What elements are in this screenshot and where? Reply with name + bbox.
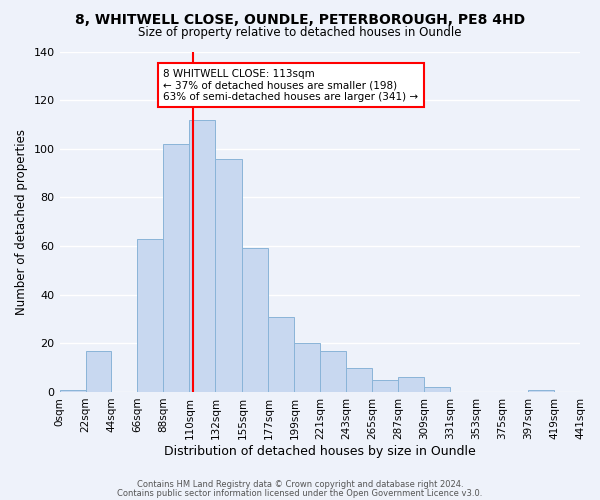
X-axis label: Distribution of detached houses by size in Oundle: Distribution of detached houses by size … — [164, 444, 476, 458]
Text: 8, WHITWELL CLOSE, OUNDLE, PETERBOROUGH, PE8 4HD: 8, WHITWELL CLOSE, OUNDLE, PETERBOROUGH,… — [75, 12, 525, 26]
Bar — [59, 390, 86, 392]
Text: 8 WHITWELL CLOSE: 113sqm
← 37% of detached houses are smaller (198)
63% of semi-: 8 WHITWELL CLOSE: 113sqm ← 37% of detach… — [163, 68, 419, 102]
Bar — [268, 316, 295, 392]
Bar — [320, 350, 346, 392]
Bar — [346, 368, 372, 392]
Bar — [137, 239, 163, 392]
Bar — [86, 350, 112, 392]
Bar — [190, 120, 215, 392]
Text: Contains HM Land Registry data © Crown copyright and database right 2024.: Contains HM Land Registry data © Crown c… — [137, 480, 463, 489]
Y-axis label: Number of detached properties: Number of detached properties — [15, 128, 28, 314]
Bar — [528, 390, 554, 392]
Bar — [242, 248, 268, 392]
Bar — [372, 380, 398, 392]
Bar — [215, 158, 242, 392]
Bar — [424, 387, 450, 392]
Bar — [295, 344, 320, 392]
Text: Contains public sector information licensed under the Open Government Licence v3: Contains public sector information licen… — [118, 488, 482, 498]
Text: Size of property relative to detached houses in Oundle: Size of property relative to detached ho… — [138, 26, 462, 39]
Bar — [163, 144, 190, 392]
Bar — [398, 378, 424, 392]
